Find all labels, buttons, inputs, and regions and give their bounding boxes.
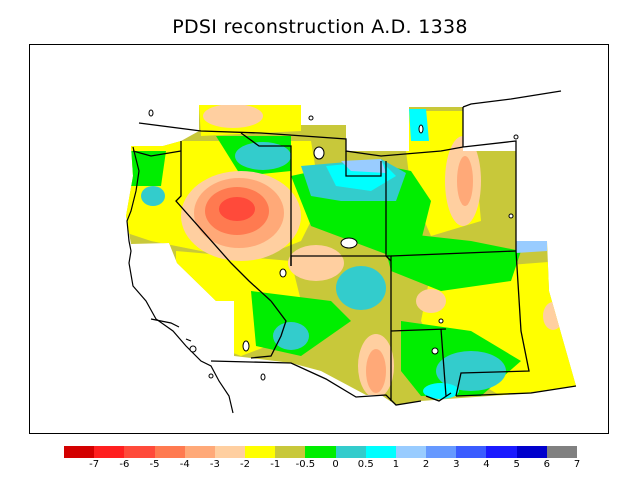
map-frame [29, 44, 609, 434]
legend-label: 0 [332, 459, 339, 470]
legend-label: 7 [573, 459, 581, 470]
legend-label: -6 [119, 459, 130, 470]
coastline [126, 146, 234, 414]
legend-swatch [426, 446, 457, 458]
legend-label: -2 [240, 459, 251, 470]
legend-swatch [486, 446, 518, 458]
pdsi-map [126, 90, 577, 414]
legend-swatch [214, 446, 246, 458]
legend-label: -0.5 [295, 459, 316, 470]
legend-label: 1 [392, 459, 400, 470]
legend-label: 3 [453, 459, 460, 470]
map-title: PDSI reconstruction A.D. 1338 [172, 16, 468, 38]
pdsi-field [126, 105, 576, 405]
legend-label: -5 [149, 459, 160, 470]
legend-label: 4 [483, 459, 490, 470]
legend-swatch [94, 446, 125, 458]
legend-label: -3 [209, 459, 220, 470]
legend-swatch [124, 446, 156, 458]
legend-swatch [516, 446, 548, 458]
legend-swatch [154, 446, 186, 458]
state-boundaries [132, 90, 577, 406]
legend-swatch [275, 446, 306, 458]
legend-swatch [64, 446, 95, 458]
legend-label: -7 [89, 459, 100, 470]
legend-swatch [456, 446, 487, 458]
legend-swatch [546, 446, 578, 458]
legend-label: -4 [179, 459, 190, 470]
legend-swatch [365, 446, 397, 458]
legend-swatch [184, 446, 216, 458]
legend-swatch [335, 446, 367, 458]
legend-label: 0.5 [357, 459, 374, 470]
legend-label: -1 [270, 459, 281, 470]
lakes [148, 109, 519, 381]
color-legend [64, 446, 578, 458]
legend-label: 6 [543, 459, 550, 470]
legend-labels: -7 -6 -5 -4 -3 -2 -1 -0.5 0 0.5 1 2 3 4 5 6 7 [0, 459, 640, 473]
legend-swatch [245, 446, 276, 458]
legend-swatch [305, 446, 337, 458]
legend-label: 5 [513, 459, 520, 470]
legend-label: 2 [422, 459, 430, 470]
legend-swatch [395, 446, 427, 458]
